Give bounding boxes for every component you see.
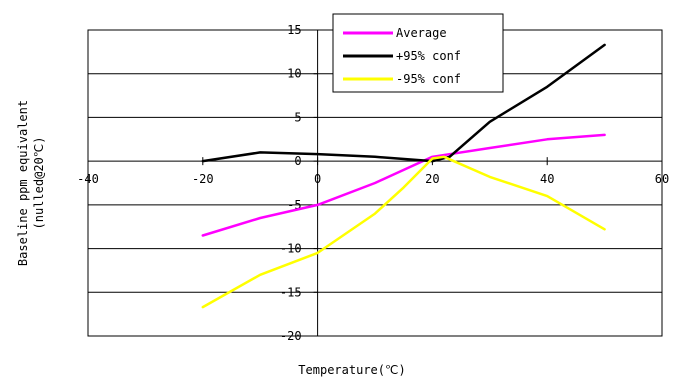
legend-label: Average bbox=[396, 26, 447, 40]
legend: Average +95% conf -95% conf bbox=[332, 13, 504, 93]
y-tick-label: -15 bbox=[280, 285, 302, 299]
x-tick-label: -20 bbox=[192, 172, 214, 186]
x-tick-label: 20 bbox=[425, 172, 439, 186]
series-line bbox=[201, 133, 606, 237]
y-tick-label: 15 bbox=[287, 23, 301, 37]
x-tick-label: 40 bbox=[540, 172, 554, 186]
y-tick-label: -20 bbox=[280, 329, 302, 343]
x-tick-label: 0 bbox=[314, 172, 321, 186]
series-line bbox=[201, 155, 606, 309]
y-axis-title-line-1: Baseline ppm equivalent bbox=[16, 100, 30, 266]
x-axis-title: Temperature(℃) bbox=[298, 363, 405, 377]
legend-label: +95% conf bbox=[396, 49, 461, 63]
y-tick-label: 10 bbox=[287, 67, 301, 81]
legend-label: -95% conf bbox=[396, 72, 461, 86]
series-line bbox=[201, 43, 606, 163]
x-tick-label: -40 bbox=[77, 172, 99, 186]
y-axis-title: Baseline ppm equivalent (nulled@20℃) bbox=[16, 100, 46, 266]
y-tick-label: 5 bbox=[294, 110, 301, 124]
y-tick-label: 0 bbox=[294, 154, 301, 168]
y-tick-label: -10 bbox=[280, 242, 302, 256]
axes bbox=[87, 29, 663, 337]
y-axis-title-line-2: (nulled@20℃) bbox=[32, 137, 46, 230]
x-tick-label: 60 bbox=[655, 172, 669, 186]
series-lines bbox=[201, 43, 606, 309]
